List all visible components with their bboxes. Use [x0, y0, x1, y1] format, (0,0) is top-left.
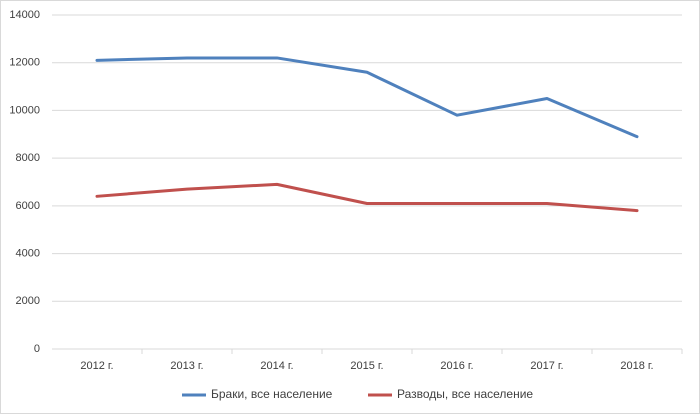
y-tick-label: 12000	[9, 57, 40, 69]
x-tick-label: 2015 г.	[350, 360, 383, 372]
x-tick-label: 2014 г.	[260, 360, 293, 372]
x-tick-label: 2018 г.	[620, 360, 653, 372]
series-line	[95, 182, 639, 213]
y-tick-label: 4000	[16, 247, 40, 259]
x-tick-label: 2013 г.	[170, 360, 203, 372]
y-tick-label: 2000	[16, 295, 40, 307]
x-tick-label: 2012 г.	[80, 360, 113, 372]
x-tick-label: 2016 г.	[440, 360, 473, 372]
y-tick-label: 6000	[16, 200, 40, 212]
series-line	[95, 56, 639, 139]
legend-label: Разводы, все население	[397, 387, 533, 401]
y-tick-label: 8000	[16, 152, 40, 164]
y-tick-label: 14000	[9, 9, 40, 21]
x-tick-label: 2017 г.	[530, 360, 563, 372]
legend-label: Браки, все население	[211, 387, 333, 401]
y-tick-label: 0	[34, 343, 40, 355]
y-tick-label: 10000	[9, 104, 40, 116]
